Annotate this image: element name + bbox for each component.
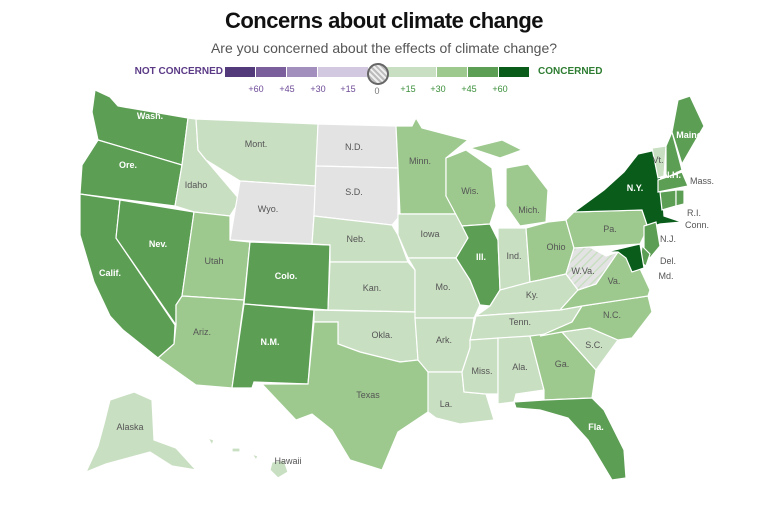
state-label-nm: N.M. — [261, 337, 280, 347]
state-label-vt: Vt. — [652, 155, 663, 165]
state-label-ut: Utah — [204, 256, 223, 266]
state-me[interactable] — [671, 95, 705, 166]
legend-swatch-pos30 — [437, 67, 467, 77]
state-sd[interactable] — [313, 165, 399, 226]
state-label-in: Ind. — [506, 251, 521, 261]
state-label-mt: Mont. — [245, 139, 268, 149]
legend-tick: +60 — [492, 84, 508, 94]
page-subtitle: Are you concerned about the effects of c… — [210, 40, 558, 56]
state-label-ne: Neb. — [346, 234, 365, 244]
state-or[interactable] — [79, 139, 183, 207]
state-label-ri: R.I. — [687, 208, 701, 218]
state-label-wy: Wyo. — [258, 204, 278, 214]
state-label-wv: W.Va. — [571, 266, 594, 276]
state-label-ct: Conn. — [685, 220, 709, 230]
state-label-il: Ill. — [476, 252, 486, 262]
legend-concerned-label: CONCERNED — [538, 66, 603, 77]
legend-swatch-pos60 — [499, 67, 529, 77]
state-hi[interactable] — [206, 436, 289, 479]
state-label-wa: Wash. — [137, 111, 163, 121]
legend-swatch-pos15 — [386, 67, 436, 77]
state-label-la: La. — [440, 399, 453, 409]
state-label-az: Ariz. — [193, 327, 211, 337]
state-label-ga: Ga. — [555, 359, 570, 369]
state-label-fl: Fla. — [588, 422, 604, 432]
state-nh[interactable] — [665, 130, 683, 179]
state-label-mi: Mich. — [518, 205, 540, 215]
state-ma[interactable] — [657, 171, 689, 193]
legend-swatch-pos45 — [468, 67, 498, 77]
state-label-nj: N.J. — [660, 234, 676, 244]
state-label-oh: Ohio — [546, 242, 565, 252]
legend-tick: +30 — [430, 84, 446, 94]
legend-swatch-neg60 — [225, 67, 255, 77]
legend-zero-marker — [367, 63, 389, 85]
state-label-nc: N.C. — [603, 310, 621, 320]
state-label-ms: Miss. — [472, 366, 493, 376]
state-wi[interactable] — [445, 149, 497, 227]
legend-swatch-neg30 — [287, 67, 317, 77]
legend-tick: +45 — [461, 84, 477, 94]
state-ak[interactable] — [84, 391, 198, 474]
state-label-ak: Alaska — [116, 422, 143, 432]
state-ct[interactable] — [659, 189, 677, 211]
state-label-sc: S.C. — [585, 340, 603, 350]
page-title: Concerns about climate change — [224, 8, 544, 33]
state-label-al: Ala. — [512, 362, 528, 372]
state-label-ky: Ky. — [526, 290, 538, 300]
state-label-mn: Minn. — [409, 156, 431, 166]
state-label-nv: Nev. — [149, 239, 167, 249]
state-label-id: Idaho — [185, 180, 208, 190]
legend-tick: +15 — [400, 84, 416, 94]
state-label-ks: Kan. — [363, 283, 382, 293]
legend-tick: +30 — [310, 84, 326, 94]
legend-swatch-neg45 — [256, 67, 286, 77]
state-label-hi: Hawaii — [274, 456, 301, 466]
legend-tick: 0 — [374, 86, 380, 96]
state-vt[interactable] — [651, 145, 667, 179]
state-label-ok: Okla. — [371, 330, 392, 340]
legend-tick: +60 — [248, 84, 264, 94]
state-nj[interactable] — [643, 221, 661, 259]
state-label-ma: Mass. — [690, 176, 714, 186]
legend-swatch-neg15 — [318, 67, 368, 77]
state-tx[interactable] — [260, 321, 431, 471]
legend-not-concerned-label: NOT CONCERNED — [134, 66, 223, 77]
state-label-pa: Pa. — [603, 224, 617, 234]
color-legend: NOT CONCERNED CONCERNED +60 +45 +30 +15 … — [0, 62, 768, 98]
state-label-md: Md. — [658, 271, 673, 281]
state-label-de: Del. — [660, 256, 676, 266]
state-label-nd: N.D. — [345, 142, 363, 152]
state-label-tx: Texas — [356, 390, 380, 400]
state-label-ar: Ark. — [436, 335, 452, 345]
state-label-sd: S.D. — [345, 187, 363, 197]
state-ri[interactable] — [675, 189, 685, 207]
state-label-co: Colo. — [275, 271, 298, 281]
state-md[interactable] — [605, 243, 645, 273]
state-label-ny: N.Y. — [627, 183, 644, 193]
state-label-ca: Calif. — [99, 268, 121, 278]
legend-tick: +45 — [279, 84, 295, 94]
legend-tick: +15 — [340, 84, 356, 94]
state-label-ia: Iowa — [420, 229, 439, 239]
state-label-nh: N.H. — [663, 170, 681, 180]
state-label-mo: Mo. — [435, 282, 450, 292]
state-label-me: Maine — [676, 130, 702, 140]
state-label-tn: Tenn. — [509, 317, 531, 327]
state-label-or: Ore. — [119, 160, 137, 170]
state-label-wi: Wis. — [461, 186, 479, 196]
state-label-va: Va. — [608, 276, 621, 286]
state-fl[interactable] — [513, 397, 627, 481]
state-il[interactable] — [455, 223, 501, 307]
